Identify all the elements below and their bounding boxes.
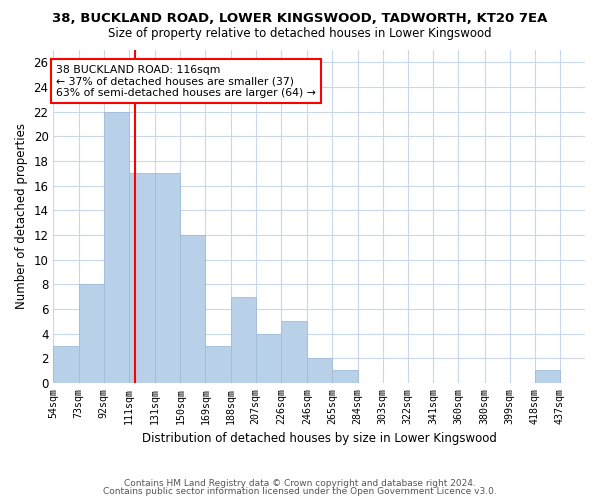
Bar — [53, 346, 79, 383]
Bar — [181, 235, 205, 383]
Text: 38, BUCKLAND ROAD, LOWER KINGSWOOD, TADWORTH, KT20 7EA: 38, BUCKLAND ROAD, LOWER KINGSWOOD, TADW… — [52, 12, 548, 26]
Text: Size of property relative to detached houses in Lower Kingswood: Size of property relative to detached ho… — [108, 28, 492, 40]
Bar — [230, 296, 256, 383]
Bar — [205, 346, 230, 383]
Bar — [79, 284, 104, 383]
Text: Contains public sector information licensed under the Open Government Licence v3: Contains public sector information licen… — [103, 487, 497, 496]
Bar — [155, 174, 181, 383]
Text: 38 BUCKLAND ROAD: 116sqm
← 37% of detached houses are smaller (37)
63% of semi-d: 38 BUCKLAND ROAD: 116sqm ← 37% of detach… — [56, 65, 316, 98]
Bar — [256, 334, 281, 383]
Bar — [129, 174, 155, 383]
Bar — [281, 321, 307, 383]
Bar — [332, 370, 358, 383]
Bar — [104, 112, 129, 383]
Bar — [535, 370, 560, 383]
Y-axis label: Number of detached properties: Number of detached properties — [15, 124, 28, 310]
Text: Contains HM Land Registry data © Crown copyright and database right 2024.: Contains HM Land Registry data © Crown c… — [124, 478, 476, 488]
Bar — [307, 358, 332, 383]
X-axis label: Distribution of detached houses by size in Lower Kingswood: Distribution of detached houses by size … — [142, 432, 497, 445]
